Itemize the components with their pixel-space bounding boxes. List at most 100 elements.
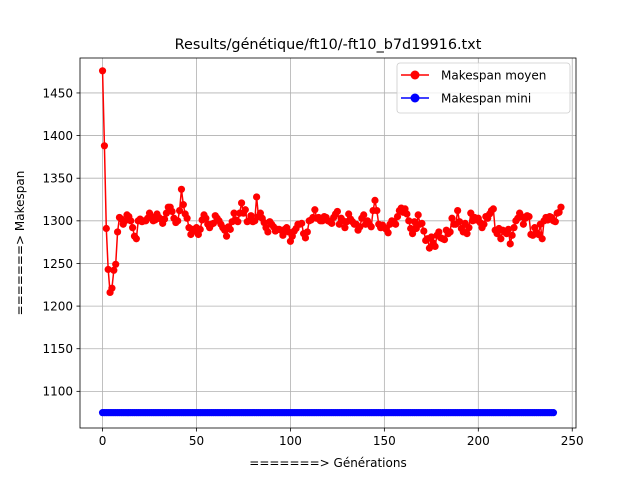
legend-label-mini: Makespan mini [441,92,531,106]
series-0-point [454,207,462,215]
series-0-point [420,227,428,235]
y-axis-ticks: 1100 1150 1200 1250 1300 1350 1400 1450 [42,86,80,399]
series-0-point [463,230,471,238]
y-tick-label: 1400 [42,129,73,143]
series-0-point [557,203,565,211]
series-0-point [497,235,505,243]
plot-frame [79,57,577,429]
series-0-point [102,224,110,233]
series-0-point [196,225,204,233]
series-0-point [356,223,364,231]
series-0-point [393,212,402,221]
y-tick-label: 1300 [42,214,73,228]
series-0-point [174,217,182,225]
series-0-point [431,242,439,251]
series-0-point [418,219,426,227]
series-0-point [177,185,186,193]
y-tick-label: 1250 [42,257,73,271]
series-0-point [247,212,255,220]
series-0-point [367,223,375,231]
series-0-point [506,240,514,248]
series-0-point [311,206,319,214]
series-0-point [403,210,411,218]
series-0-point [98,67,107,75]
series-0-point [129,224,137,232]
series-0-point [435,228,443,236]
series-0-point [110,266,118,274]
legend-box [396,62,571,114]
series-0-point [519,220,527,228]
x-axis-label: =======> Générations [249,456,406,470]
series-0-point [179,201,187,209]
series-0-point [440,235,449,244]
series-0-point [108,284,116,292]
x-tick-label: 0 [99,434,107,448]
series-0-point [489,205,497,213]
series-0-point [183,214,191,222]
series-0-point [209,219,217,227]
series-0-point [408,230,417,238]
series-0-point [414,211,422,219]
series-0-point [279,231,287,239]
legend-marker-mini [410,93,420,103]
series-0-point [328,219,336,227]
series-0-point [301,234,310,242]
series-0-point [237,199,246,207]
x-tick-label: 250 [561,434,584,448]
x-tick-label: 150 [373,434,396,448]
series-0-point [234,218,242,226]
series-0-point [465,224,473,232]
series-0-point [360,211,368,219]
series-0-point [480,220,488,228]
series-0-point [446,228,454,236]
series-0-point [425,244,434,252]
series-0-point [222,232,231,240]
series-0-point [298,219,306,227]
series-0-point [162,209,171,217]
y-tick-label: 1100 [42,385,73,399]
series-0-point [373,207,381,215]
series-0-point [371,196,379,204]
series-0-point [113,228,122,236]
legend: Makespan moyen Makespan mini [396,62,571,114]
series-0-point [253,193,261,201]
series-0-point [525,212,533,221]
series-0-point [241,206,249,214]
series-0-point [132,235,140,243]
series-0-point [112,260,120,268]
y-tick-label: 1150 [42,342,73,356]
x-tick-label: 50 [189,434,204,448]
series-0-point [551,218,559,226]
series-0-point [508,231,516,239]
series-0-point [405,217,413,225]
y-axis-label: =======> Makespan [13,171,27,316]
series-0-point [427,233,435,241]
series-0-point [226,225,234,233]
series-layer [98,67,565,417]
series-0-point [104,265,112,274]
series-0-point [448,214,456,222]
x-tick-label: 200 [467,434,490,448]
series-0-point [127,217,135,225]
legend-marker-moyen [410,70,420,80]
y-tick-label: 1350 [42,172,73,186]
x-tick-label: 100 [279,434,302,448]
x-axis-ticks: 0 50 100 150 200 250 [99,428,584,448]
y-tick-label: 1450 [42,86,73,100]
series-0-point [392,220,400,228]
series-0-point [341,224,349,232]
series-0-point [538,235,546,243]
chart-title: Results/génétique/ft10/-ft10_b7d19916.tx… [175,37,482,53]
series-0-point [410,218,419,226]
series-0-point [168,207,176,216]
series-0-point [510,224,518,232]
series-0-point [303,228,311,236]
series-1-point [549,409,558,417]
series-0-point [384,229,392,237]
series-0-point [175,207,184,215]
series-0-point [455,218,464,226]
y-tick-label: 1200 [42,299,73,313]
series-0-point [264,228,272,236]
series-0-point [504,225,512,233]
